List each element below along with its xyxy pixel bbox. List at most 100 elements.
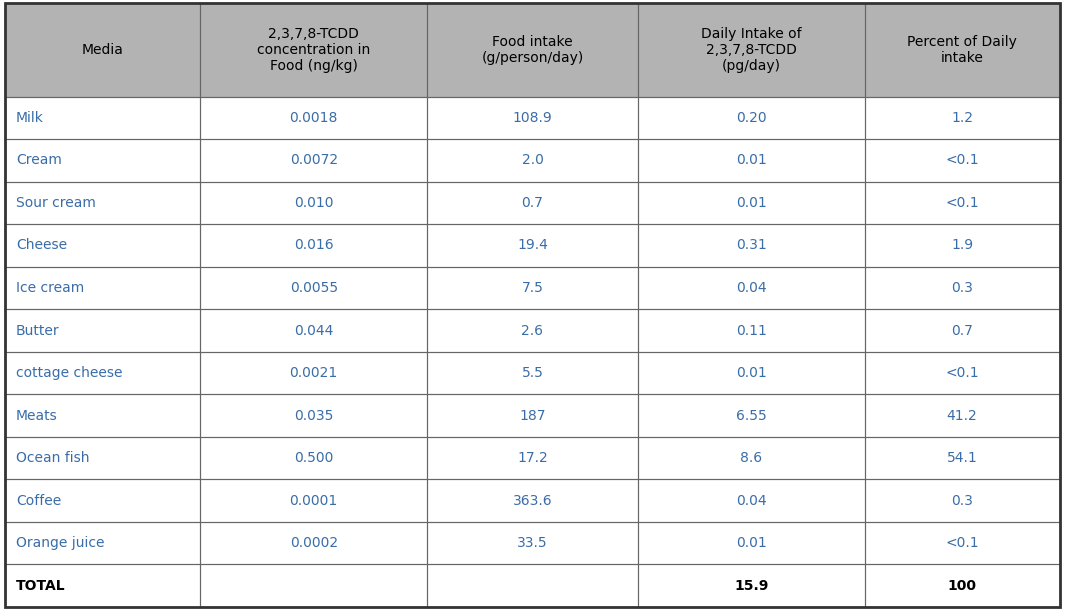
Bar	[865, 267, 1060, 309]
Bar	[5, 437, 200, 479]
Bar	[865, 224, 1060, 267]
Text: 100: 100	[948, 579, 977, 593]
Text: <0.1: <0.1	[946, 536, 979, 550]
Bar	[638, 139, 865, 182]
Bar	[427, 394, 638, 437]
Bar	[427, 352, 638, 394]
Bar	[865, 394, 1060, 437]
Bar	[5, 309, 200, 352]
Text: Daily Intake of
2,3,7,8-TCDD
(pg/day): Daily Intake of 2,3,7,8-TCDD (pg/day)	[701, 27, 802, 73]
Text: 0.0001: 0.0001	[290, 493, 338, 508]
Text: 1.9: 1.9	[951, 239, 973, 253]
Text: 0.016: 0.016	[294, 239, 333, 253]
Bar	[638, 96, 865, 139]
Bar	[5, 352, 200, 394]
Bar	[5, 182, 200, 224]
Text: TOTAL: TOTAL	[16, 579, 66, 593]
Text: Sour cream: Sour cream	[16, 196, 96, 210]
Bar	[638, 3, 865, 96]
Bar	[427, 394, 638, 437]
Text: 0.010: 0.010	[294, 196, 333, 210]
Text: 0.04: 0.04	[736, 493, 767, 508]
Bar	[638, 224, 865, 267]
Text: 108.9: 108.9	[512, 111, 553, 125]
Bar	[638, 309, 865, 352]
Text: <0.1: <0.1	[946, 366, 979, 380]
Bar	[200, 309, 427, 352]
Bar	[638, 479, 865, 522]
Bar	[865, 479, 1060, 522]
Bar	[200, 96, 427, 139]
Bar	[200, 224, 427, 267]
Text: <0.1: <0.1	[946, 154, 979, 167]
Bar	[200, 182, 427, 224]
Bar	[5, 3, 200, 96]
Bar	[5, 394, 200, 437]
Bar	[427, 139, 638, 182]
Text: 363.6: 363.6	[512, 493, 553, 508]
Text: 2,3,7,8-TCDD
concentration in
Food (ng/kg): 2,3,7,8-TCDD concentration in Food (ng/k…	[257, 27, 371, 73]
Bar	[5, 182, 200, 224]
Bar	[5, 267, 200, 309]
Bar	[5, 564, 200, 607]
Text: 0.0021: 0.0021	[290, 366, 338, 380]
Bar	[427, 182, 638, 224]
Bar	[638, 437, 865, 479]
Bar	[200, 479, 427, 522]
Bar	[865, 224, 1060, 267]
Bar	[638, 564, 865, 607]
Bar	[638, 309, 865, 352]
Bar	[427, 309, 638, 352]
Text: 0.500: 0.500	[294, 451, 333, 465]
Text: 0.0055: 0.0055	[290, 281, 338, 295]
Bar	[638, 182, 865, 224]
Bar	[200, 267, 427, 309]
Bar	[427, 479, 638, 522]
Bar	[200, 437, 427, 479]
Bar	[200, 309, 427, 352]
Text: 0.20: 0.20	[736, 111, 767, 125]
Bar	[427, 522, 638, 564]
Text: 0.0072: 0.0072	[290, 154, 338, 167]
Bar	[200, 182, 427, 224]
Bar	[200, 479, 427, 522]
Text: 7.5: 7.5	[522, 281, 543, 295]
Bar	[865, 522, 1060, 564]
Bar	[5, 309, 200, 352]
Bar	[200, 394, 427, 437]
Bar	[427, 267, 638, 309]
Bar	[865, 3, 1060, 96]
Bar	[200, 522, 427, 564]
Text: 0.01: 0.01	[736, 536, 767, 550]
Bar	[638, 267, 865, 309]
Text: Percent of Daily
intake: Percent of Daily intake	[907, 35, 1017, 65]
Text: 17.2: 17.2	[518, 451, 547, 465]
Bar	[427, 139, 638, 182]
Bar	[865, 564, 1060, 607]
Bar	[865, 309, 1060, 352]
Bar	[200, 96, 427, 139]
Text: 0.0018: 0.0018	[290, 111, 338, 125]
Bar	[865, 437, 1060, 479]
Bar	[865, 352, 1060, 394]
Text: 0.044: 0.044	[294, 323, 333, 337]
Text: 41.2: 41.2	[947, 409, 978, 423]
Bar	[865, 182, 1060, 224]
Bar	[5, 139, 200, 182]
Bar	[638, 139, 865, 182]
Bar	[638, 182, 865, 224]
Bar	[5, 267, 200, 309]
Text: 1.2: 1.2	[951, 111, 973, 125]
Text: Media: Media	[82, 43, 124, 57]
Bar	[638, 437, 865, 479]
Bar	[5, 437, 200, 479]
Text: 0.04: 0.04	[736, 281, 767, 295]
Bar	[865, 564, 1060, 607]
Text: Food intake
(g/person/day): Food intake (g/person/day)	[481, 35, 584, 65]
Bar	[200, 3, 427, 96]
Bar	[638, 224, 865, 267]
Bar	[865, 522, 1060, 564]
Bar	[638, 522, 865, 564]
Bar	[5, 394, 200, 437]
Bar	[865, 394, 1060, 437]
